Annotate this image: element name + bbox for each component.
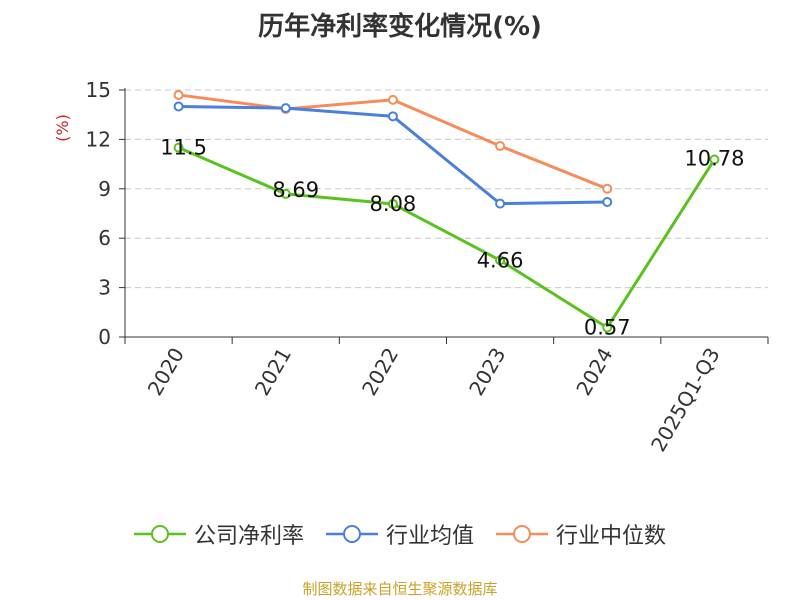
y-tick-label: 9 bbox=[98, 177, 111, 201]
x-tick-label: 2025Q1-Q3 bbox=[646, 344, 725, 456]
legend-swatch-marker bbox=[150, 525, 169, 543]
legend-item[interactable]: 公司净利率 bbox=[133, 518, 304, 550]
legend-item[interactable]: 行业均值 bbox=[325, 518, 474, 550]
data-point bbox=[173, 89, 184, 100]
y-tick-label: 6 bbox=[98, 226, 111, 250]
y-tick-label: 3 bbox=[98, 276, 111, 300]
data-source-note: 制图数据来自恒生聚源数据库 bbox=[302, 580, 498, 598]
series-group bbox=[173, 89, 720, 333]
data-label: 8.08 bbox=[370, 192, 417, 216]
data-label: 0.57 bbox=[584, 316, 631, 340]
data-point bbox=[709, 154, 720, 165]
legend-swatch-marker bbox=[342, 525, 361, 543]
data-point bbox=[387, 111, 398, 122]
data-point bbox=[387, 94, 398, 105]
y-tick-label: 0 bbox=[98, 325, 111, 349]
y-axis-label: (%) bbox=[53, 114, 72, 142]
data-point bbox=[387, 198, 398, 209]
data-point bbox=[280, 188, 291, 199]
chart-title: 历年净利率变化情况(%) bbox=[258, 12, 542, 42]
data-label: 10.78 bbox=[684, 146, 744, 170]
grid-lines bbox=[125, 89, 768, 289]
legend: 公司净利率 行业均值 行业中位数 bbox=[0, 518, 800, 550]
legend-label: 行业中位数 bbox=[556, 524, 667, 549]
data-point bbox=[495, 198, 506, 209]
data-point bbox=[495, 255, 506, 266]
x-tick-label: 2023 bbox=[464, 344, 510, 400]
data-point bbox=[280, 103, 291, 114]
x-tick-label: 2021 bbox=[250, 344, 296, 400]
data-point bbox=[173, 101, 184, 112]
legend-item[interactable]: 行业中位数 bbox=[496, 518, 666, 550]
y-tick-label: 12 bbox=[86, 127, 111, 151]
legend-swatch bbox=[133, 525, 186, 543]
data-label: 4.66 bbox=[477, 248, 524, 272]
data-labels: 11.5 8.69 8.08 4.66 0.57 10.78 bbox=[160, 136, 744, 340]
x-tick-label: 2024 bbox=[571, 344, 617, 400]
series-line bbox=[177, 146, 716, 330]
y-tick-label: 15 bbox=[86, 78, 111, 102]
data-point bbox=[602, 183, 613, 194]
legend-label: 行业均值 bbox=[385, 524, 474, 549]
data-label: 11.5 bbox=[160, 136, 207, 160]
x-tick-label: 2020 bbox=[143, 344, 189, 400]
data-point bbox=[173, 142, 184, 153]
x-tick-label: 2022 bbox=[357, 344, 403, 400]
data-label: 8.69 bbox=[272, 178, 319, 202]
data-point bbox=[602, 322, 613, 333]
data-point bbox=[495, 140, 506, 151]
legend-swatch-marker bbox=[513, 525, 531, 543]
legend-label: 公司净利率 bbox=[193, 524, 304, 549]
data-point bbox=[602, 196, 613, 207]
legend-swatch bbox=[496, 525, 548, 543]
legend-swatch bbox=[325, 525, 378, 543]
